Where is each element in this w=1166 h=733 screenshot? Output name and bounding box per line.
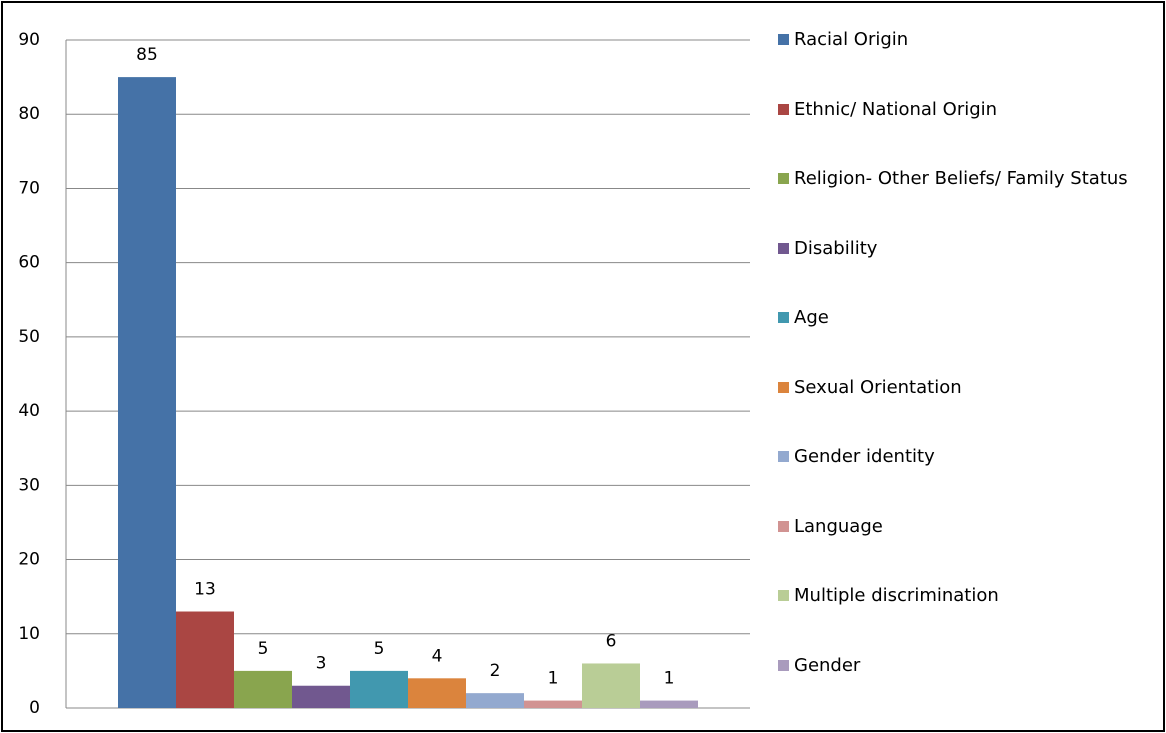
legend-swatch — [778, 103, 789, 115]
legend-label: Racial Origin — [794, 29, 909, 50]
y-tick-label: 50 — [18, 327, 40, 347]
legend-label: Disability — [794, 237, 878, 259]
y-tick-label: 0 — [29, 698, 40, 718]
bar — [640, 700, 698, 708]
value-label: 6 — [606, 631, 617, 651]
value-label: 85 — [136, 45, 158, 65]
legend-item: Ethnic/ National Origin — [778, 98, 1148, 122]
bar — [118, 77, 176, 709]
bar — [176, 611, 234, 708]
legend-item: Gender identity — [778, 445, 1148, 469]
legend-label: Sexual Orientation — [794, 376, 962, 398]
legend-label: Age — [794, 307, 829, 328]
legend-swatch — [778, 312, 789, 323]
legend-swatch — [778, 381, 789, 393]
value-label: 1 — [664, 669, 675, 689]
y-tick-label: 30 — [18, 475, 40, 495]
bar — [292, 685, 350, 708]
legend-swatch — [778, 590, 789, 601]
legend-swatch — [778, 451, 789, 462]
bar — [234, 670, 292, 708]
bar — [408, 678, 466, 708]
bar — [524, 700, 582, 708]
legend-label: Multiple discrimination — [794, 585, 999, 606]
legend-swatch — [778, 520, 789, 532]
value-label: 1 — [548, 669, 559, 689]
legend-swatch — [778, 173, 789, 184]
bar — [466, 693, 524, 708]
value-label: 2 — [490, 661, 501, 681]
legend-item: Language — [778, 515, 1148, 539]
y-tick-label: 70 — [18, 178, 40, 198]
legend-item: Racial Origin — [778, 28, 1148, 52]
legend-item: Sexual Orientation — [778, 376, 1148, 400]
value-label: 5 — [258, 639, 269, 659]
legend-item: Multiple discrimination — [778, 584, 1148, 608]
value-label: 4 — [432, 646, 443, 666]
y-tick-label: 20 — [18, 550, 40, 570]
legend-item: Gender — [778, 654, 1148, 678]
legend-item: Religion- Other Beliefs/ Family Status — [778, 167, 1148, 191]
value-label: 3 — [316, 654, 327, 674]
value-label: 5 — [374, 639, 385, 659]
legend-item: Age — [778, 306, 1148, 330]
y-tick-label: 10 — [18, 624, 40, 644]
bar — [350, 670, 408, 708]
y-tick-label: 80 — [18, 104, 40, 124]
legend-label: Gender — [794, 654, 861, 676]
y-tick-label: 90 — [18, 30, 40, 50]
legend-swatch — [778, 242, 789, 254]
legend-swatch — [778, 659, 789, 671]
legend-swatch — [778, 34, 789, 45]
legend-label: Language — [794, 515, 883, 537]
legend-item: Disability — [778, 237, 1148, 261]
legend-label: Ethnic/ National Origin — [794, 98, 998, 120]
y-tick-label: 60 — [18, 253, 40, 273]
legend-label: Gender identity — [794, 446, 935, 467]
y-tick-label: 40 — [18, 401, 40, 421]
legend-label: Religion- Other Beliefs/ Family Status — [794, 168, 1128, 189]
value-label: 13 — [194, 580, 216, 600]
bar — [582, 663, 640, 708]
